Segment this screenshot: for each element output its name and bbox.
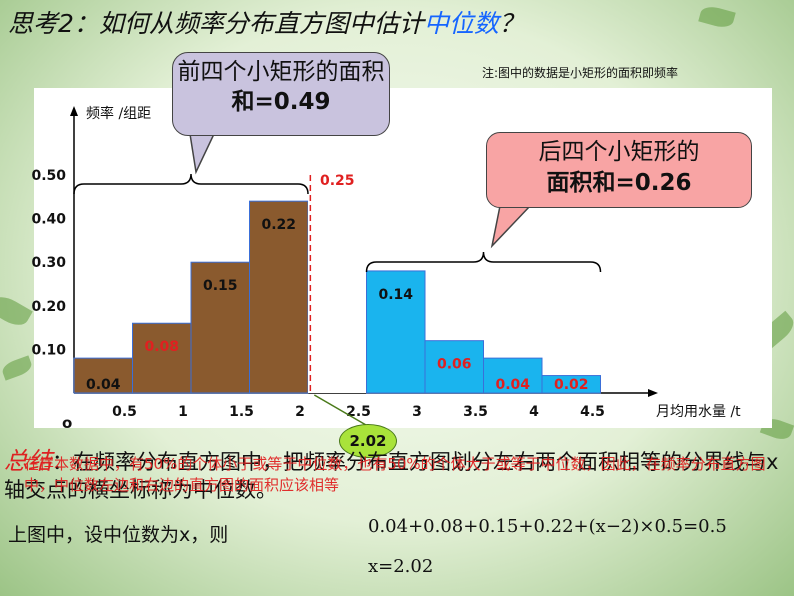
x-tick-label: 3 [412, 404, 422, 420]
y-axis-label: 频率 /组距 [86, 105, 151, 122]
histogram-bar [541, 375, 601, 394]
histogram-bar [308, 169, 367, 393]
x-tick-label: 3.5 [463, 404, 488, 420]
setup-sentence: 上图中，设中位数为x，则 [8, 524, 229, 546]
x-tick-label: 0.5 [112, 404, 137, 420]
origin-label: o [62, 414, 72, 432]
summary-block: 总结：在频率分布直方图中，把频率分布直方图划分左右两个面积相等的分界线与x轴交点… [4, 446, 784, 504]
bar-value-label: 0.02 [554, 377, 589, 393]
x-tick-label: 4 [529, 404, 539, 420]
median-pointer [313, 394, 367, 426]
summary-text: ：在频率分布直方图中，把频率分布直方图划分左右两个面积相等的分界线与x轴交点的横… [4, 450, 779, 503]
bar-value-label: 0.08 [144, 339, 179, 355]
x-tick-label: 2 [295, 404, 305, 420]
summary-red-overlay: 在样本数据中，有50%的个体小于或等于中位数，也有50%的个体大于或等于中位数，… [24, 455, 766, 495]
bar-value-label: 0.04 [86, 377, 121, 393]
x-tick-label: 1.5 [229, 404, 254, 420]
bar-value-label: 0.04 [495, 377, 530, 393]
callout-left-tail [189, 133, 216, 175]
histogram-bar [190, 261, 250, 394]
equation-1: 0.04+0.08+0.15+0.22+(x−2)×0.5=0.5 [368, 516, 727, 537]
histogram-bar [132, 322, 192, 394]
y-tick-label: 0.50 [31, 168, 66, 184]
callout-left-sum: 前四个小矩形的面积 和=0.49 [172, 52, 390, 136]
chart-note: 注:图中的数据是小矩形的面积即频率 [482, 66, 679, 80]
left-group-brace [73, 173, 309, 195]
equation-2: x=2.02 [368, 556, 434, 577]
x-tick-label: 4.5 [580, 404, 605, 420]
x-axis-arrow [648, 389, 658, 397]
y-tick-label: 0.40 [31, 212, 66, 228]
x-tick-label: 2.5 [346, 404, 371, 420]
bar-value-label: 0.22 [261, 217, 296, 233]
callout-right-tail [490, 205, 532, 249]
y-tick-label: 0.10 [31, 342, 66, 358]
x-axis-label: 月均用水量 /t [656, 404, 741, 420]
slide-title: 思考2：如何从频率分布直方图中估计中位数？ [8, 9, 524, 38]
y-tick-label: 0.20 [31, 299, 66, 315]
bar-value-label: 0.15 [203, 278, 238, 294]
bar-value-label: 0.06 [437, 357, 472, 373]
histogram-bar [249, 200, 309, 394]
median-badge: 2.02 [339, 424, 397, 458]
y-axis-arrow [70, 106, 78, 116]
histogram-bar [73, 357, 133, 394]
y-tick-label: 0.30 [31, 255, 66, 271]
right-group-brace [365, 251, 602, 273]
callout-right-sum: 后四个小矩形的 面积和=0.26 [486, 132, 752, 208]
bar-value-label: 0.25 [320, 173, 355, 189]
x-tick-label: 1 [178, 404, 188, 420]
histogram-bar [366, 270, 426, 394]
bar-value-label: 0.14 [378, 287, 413, 303]
summary-label: 总结 [4, 447, 52, 475]
